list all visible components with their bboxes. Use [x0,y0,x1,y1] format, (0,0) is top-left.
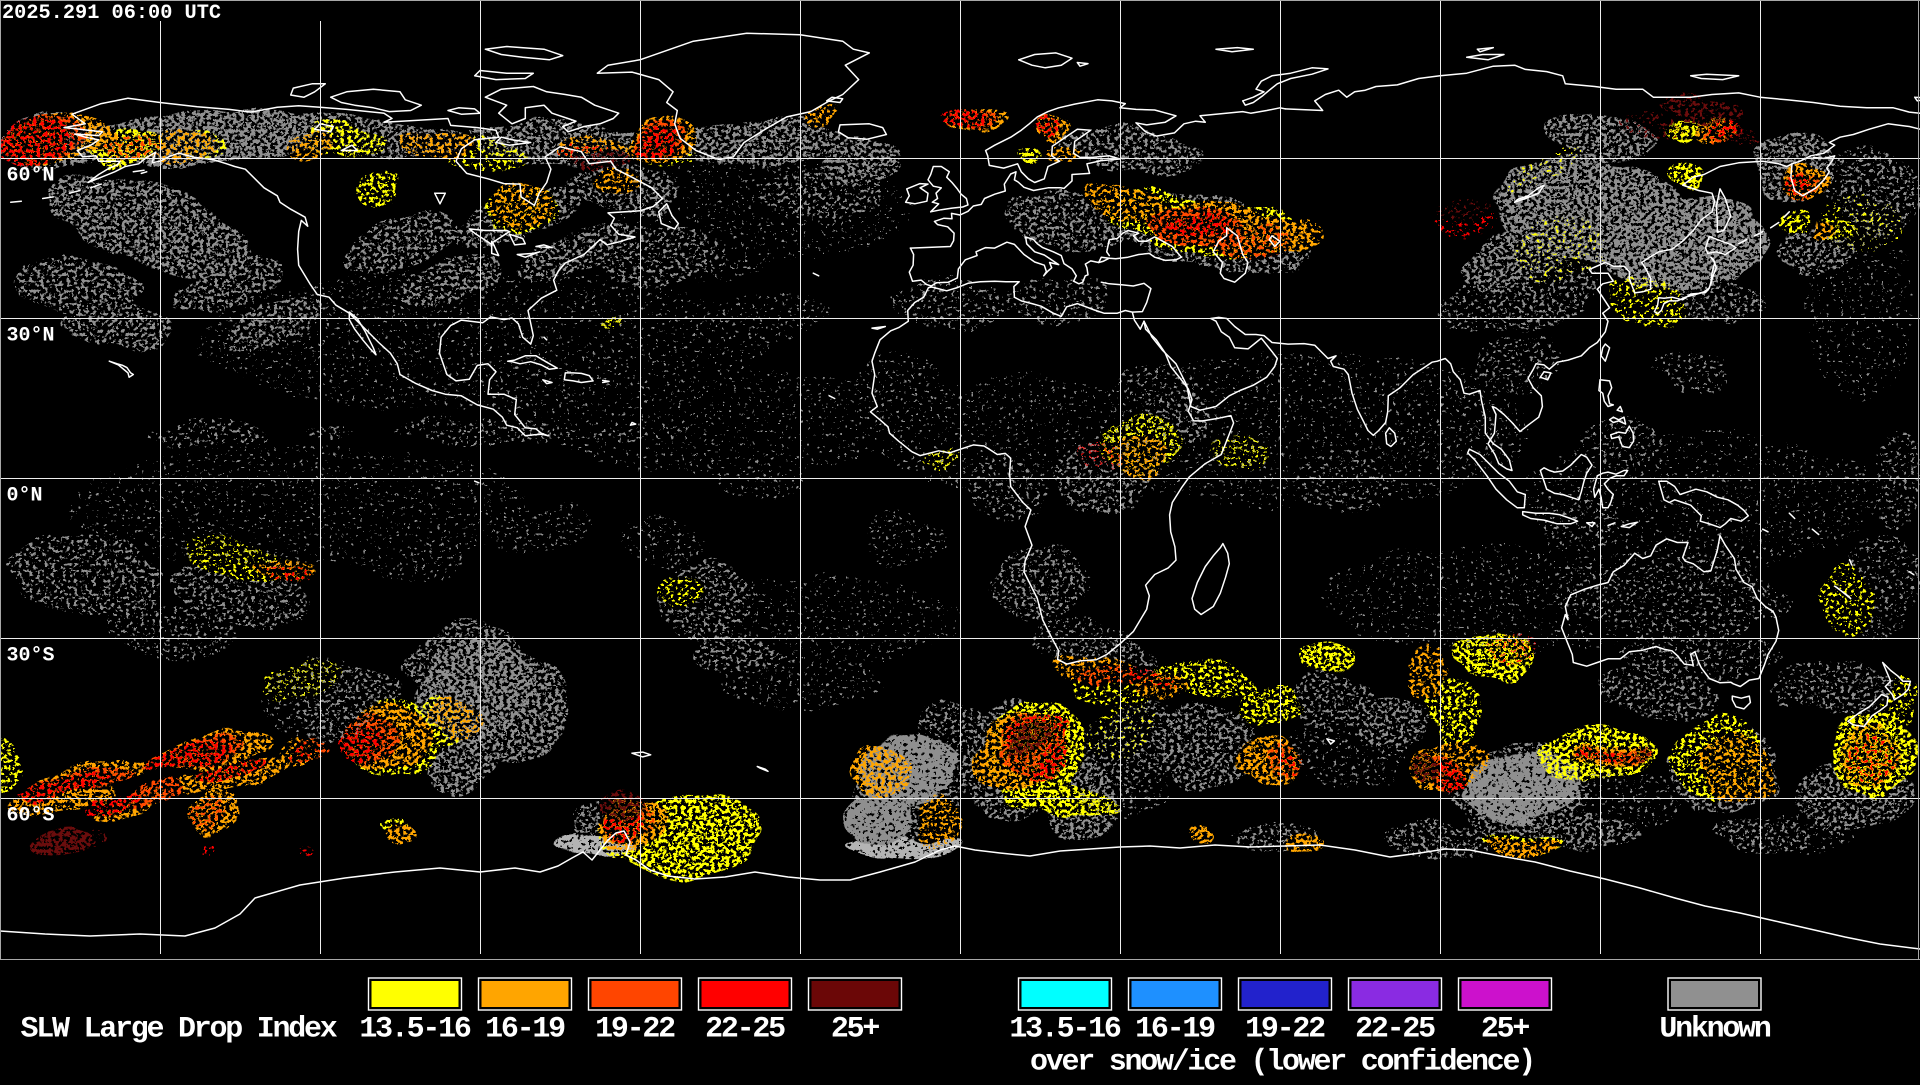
svg-text:25+: 25+ [1481,1013,1530,1047]
svg-text:30°S: 30°S [7,645,55,668]
svg-text:13.5-16: 13.5-16 [359,1013,471,1047]
svg-text:30°N: 30°N [7,325,55,348]
svg-text:13.5-16: 13.5-16 [1009,1013,1121,1047]
svg-text:0°N: 0°N [7,485,43,508]
svg-text:16-19: 16-19 [485,1013,565,1047]
svg-text:22-25: 22-25 [705,1013,785,1047]
svg-text:2025.291 06:00 UTC: 2025.291 06:00 UTC [2,2,221,25]
svg-text:25+: 25+ [831,1013,880,1047]
svg-text:60°N: 60°N [7,165,55,188]
svg-text:SLW Large Drop Index: SLW Large Drop Index [21,1013,338,1047]
svg-text:60°S: 60°S [7,805,55,828]
svg-text:over snow/ice (lower confidenc: over snow/ice (lower confidence) [1030,1046,1534,1080]
svg-text:19-22: 19-22 [1245,1013,1325,1047]
svg-text:19-22: 19-22 [595,1013,675,1047]
svg-text:Unknown: Unknown [1659,1013,1771,1047]
svg-text:22-25: 22-25 [1355,1013,1435,1047]
svg-text:16-19: 16-19 [1135,1013,1215,1047]
